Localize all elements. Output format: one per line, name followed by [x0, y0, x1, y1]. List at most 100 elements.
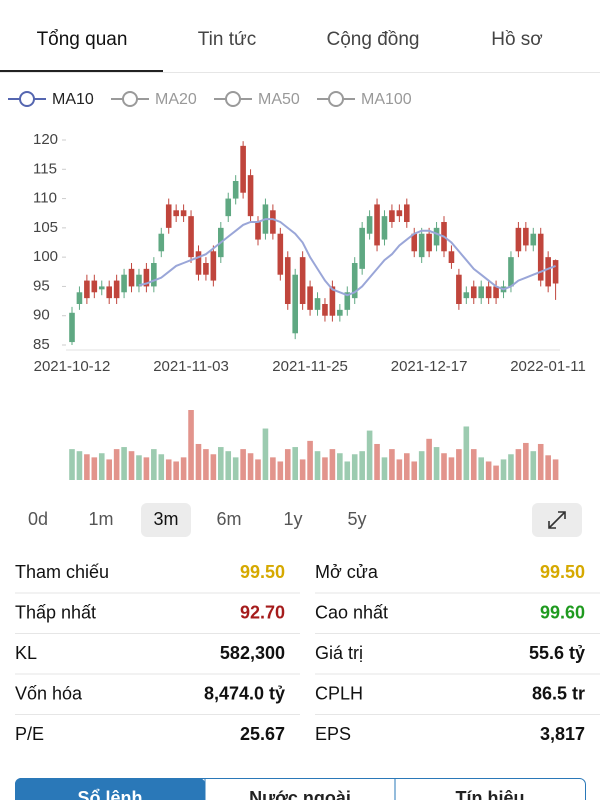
candle-body — [76, 292, 83, 304]
candle-body — [292, 274, 298, 334]
candle-body — [359, 227, 365, 269]
volume-bar — [247, 453, 254, 480]
period-button[interactable]: 0d — [28, 509, 48, 529]
stat-label: Tham chiếu — [15, 562, 109, 582]
x-tick-label: 2021-12-17 — [391, 358, 468, 375]
candle-body — [381, 216, 388, 240]
x-tick-label: 2021-11-25 — [272, 358, 348, 375]
candle-body — [136, 274, 142, 287]
volume-bar — [128, 451, 135, 480]
volume-bar — [426, 438, 432, 480]
volume-bar — [441, 453, 447, 480]
legend-marker — [328, 91, 344, 107]
period-button[interactable]: 1m — [88, 509, 113, 529]
volume-bar — [314, 451, 321, 480]
volume-bar — [307, 440, 313, 480]
volume-bar — [374, 443, 380, 480]
candle-body — [523, 227, 529, 246]
legend-label[interactable]: MA20 — [155, 91, 197, 108]
candle-body — [98, 286, 105, 290]
period-button[interactable]: 1y — [283, 509, 302, 529]
period-highlight — [141, 503, 191, 537]
candle-body — [337, 309, 343, 316]
candle-body — [143, 268, 150, 287]
candle-body — [210, 251, 217, 281]
bottom-tab[interactable]: Nước ngoài — [249, 788, 351, 800]
period-button[interactable]: 6m — [216, 509, 241, 529]
volume-bar — [165, 459, 172, 480]
volume-bar — [322, 457, 328, 480]
volume-bar — [478, 457, 484, 480]
y-tick-label: 115 — [33, 160, 57, 177]
candle-body — [299, 257, 306, 304]
volume-bar — [515, 449, 522, 480]
candle-body — [433, 227, 440, 246]
tab[interactable]: Cộng đồng — [327, 29, 420, 50]
stat-label: Mở cửa — [315, 562, 379, 582]
volume-bar — [136, 455, 142, 480]
volume-bar — [98, 453, 105, 480]
volume-bar — [210, 454, 217, 480]
volume-bar — [158, 454, 165, 480]
stat-value: 3,817 — [540, 724, 585, 744]
candle-body — [515, 227, 522, 252]
candle-body — [84, 280, 90, 299]
candle-body — [508, 257, 514, 287]
candle-body — [530, 233, 537, 246]
tab-underline — [0, 70, 163, 73]
legend-label[interactable]: MA100 — [361, 91, 412, 108]
bottom-tab[interactable]: Tín hiệu — [456, 788, 525, 800]
candle-body — [351, 263, 358, 299]
candle-body — [404, 204, 410, 222]
stat-value: 92.70 — [240, 602, 285, 622]
candle-body — [203, 263, 209, 275]
stat-label: KL — [15, 643, 37, 663]
candle-body — [188, 216, 194, 258]
candle-body — [426, 233, 432, 252]
legend-label[interactable]: MA10 — [52, 91, 94, 108]
volume-bar — [240, 449, 246, 480]
stat-label: EPS — [315, 724, 351, 744]
volume-bar — [337, 453, 343, 480]
volume-bar — [359, 451, 365, 480]
volume-bar — [84, 454, 90, 480]
volume-bar — [284, 449, 291, 480]
volume-bar — [329, 449, 336, 480]
volume-bar — [396, 459, 403, 480]
period-button[interactable]: 3m — [153, 509, 178, 529]
volume-bar — [389, 449, 395, 480]
ma10-line — [138, 218, 556, 297]
candle-body — [180, 210, 187, 217]
volume-bar — [545, 455, 551, 480]
candle-body — [463, 292, 470, 299]
candle-body — [411, 233, 418, 252]
volume-bar — [121, 447, 127, 480]
volume-bar — [456, 449, 462, 480]
volume-bar — [344, 461, 351, 480]
bottom-tab[interactable]: Sổ lệnh — [77, 788, 142, 800]
volume-bar — [270, 457, 276, 480]
volume-bar — [500, 459, 507, 480]
candle-body — [225, 198, 232, 217]
tab[interactable]: Tổng quan — [37, 29, 128, 50]
stat-label: Cao nhất — [315, 602, 388, 622]
x-tick-label: 2022-01-11 — [510, 358, 586, 375]
volume-bar — [195, 443, 202, 480]
volume-bar — [76, 451, 83, 480]
stat-label: CPLH — [315, 683, 363, 703]
candle-body — [240, 145, 246, 193]
legend-marker — [122, 91, 138, 107]
x-tick-label: 2021-10-12 — [34, 358, 111, 375]
tab[interactable]: Hồ sơ — [491, 29, 543, 50]
legend-label[interactable]: MA50 — [258, 91, 300, 108]
candle-body — [270, 210, 276, 234]
tab[interactable]: Tin tức — [198, 29, 256, 50]
volume-bar — [113, 449, 120, 480]
volume-bar — [188, 410, 194, 480]
volume-bar — [225, 451, 232, 480]
period-button[interactable]: 5y — [347, 509, 366, 529]
x-tick-label: 2021-11-03 — [153, 358, 229, 375]
volume-bar — [255, 459, 261, 480]
volume-bar — [277, 461, 284, 480]
